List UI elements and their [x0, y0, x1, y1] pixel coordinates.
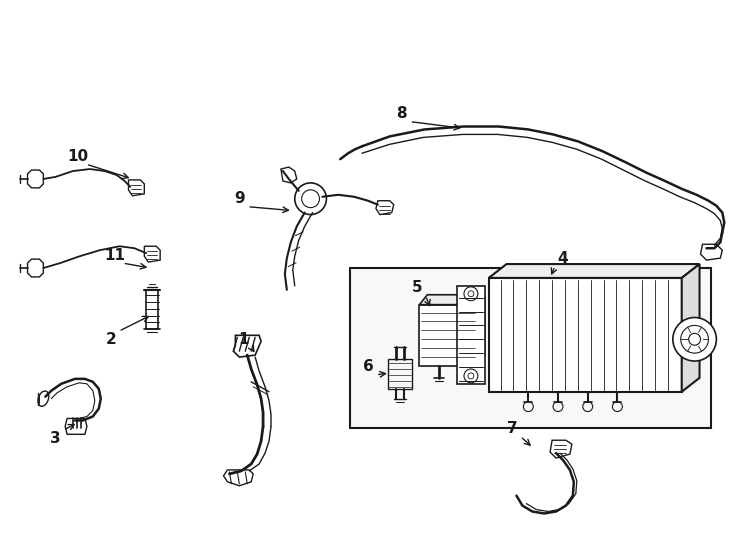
Polygon shape — [489, 264, 700, 278]
Circle shape — [673, 318, 716, 361]
Text: 9: 9 — [234, 191, 244, 206]
Text: 5: 5 — [413, 280, 423, 295]
Text: 11: 11 — [104, 248, 125, 262]
Text: 3: 3 — [50, 431, 60, 445]
Polygon shape — [350, 268, 711, 428]
Text: 10: 10 — [68, 148, 89, 164]
Polygon shape — [419, 295, 484, 305]
Polygon shape — [682, 264, 700, 392]
Text: 2: 2 — [105, 332, 116, 347]
Text: 7: 7 — [507, 421, 517, 436]
Text: 8: 8 — [396, 106, 407, 121]
Text: 4: 4 — [558, 251, 568, 266]
Polygon shape — [477, 295, 484, 366]
Polygon shape — [419, 305, 477, 366]
Text: 6: 6 — [363, 360, 374, 375]
Text: 1: 1 — [238, 332, 249, 347]
Polygon shape — [457, 286, 484, 384]
Polygon shape — [489, 278, 682, 392]
